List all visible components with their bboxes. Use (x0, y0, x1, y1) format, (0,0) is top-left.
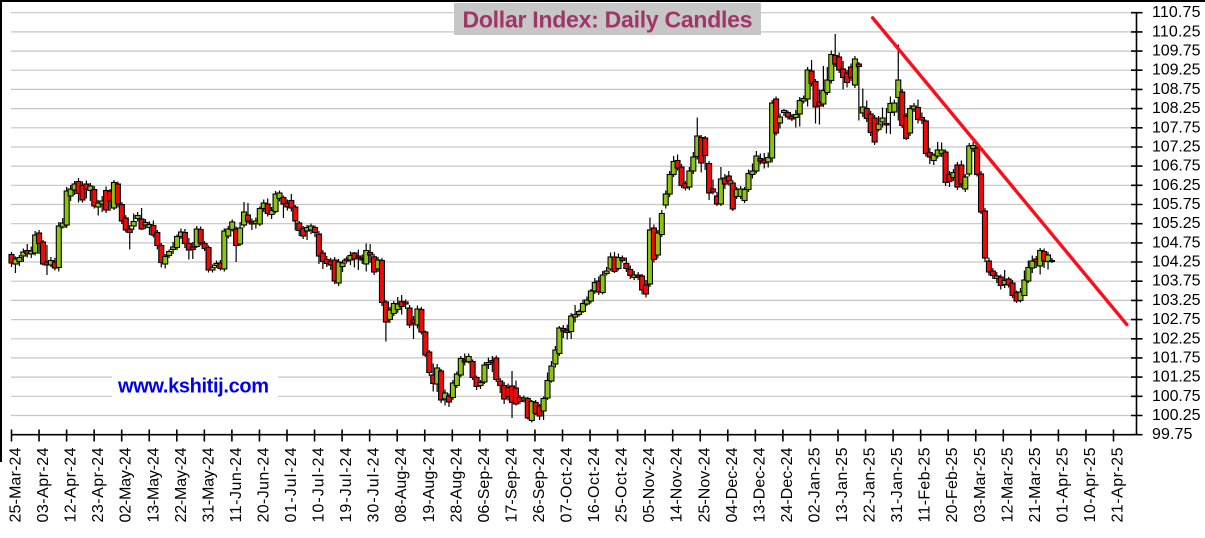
svg-text:109.25: 109.25 (1152, 62, 1201, 79)
svg-text:24-Dec-24: 24-Dec-24 (779, 447, 796, 522)
svg-text:103.25: 103.25 (1152, 292, 1201, 309)
svg-text:107.75: 107.75 (1152, 119, 1201, 136)
svg-text:www.kshitij.com: www.kshitij.com (117, 376, 269, 398)
svg-text:12-Mar-25: 12-Mar-25 (999, 447, 1016, 522)
svg-text:102.25: 102.25 (1152, 330, 1201, 347)
svg-text:05-Nov-24: 05-Nov-24 (641, 447, 658, 522)
svg-text:07-Oct-24: 07-Oct-24 (559, 447, 576, 522)
svg-text:22-Jan-25: 22-Jan-25 (862, 447, 879, 522)
svg-text:25-Nov-24: 25-Nov-24 (696, 447, 713, 522)
svg-text:26-Sep-24: 26-Sep-24 (531, 447, 548, 522)
svg-text:Dollar Index: Daily Candles: Dollar Index: Daily Candles (463, 7, 753, 33)
svg-text:110.75: 110.75 (1152, 4, 1201, 21)
svg-text:30-Jul-24: 30-Jul-24 (366, 447, 383, 522)
svg-text:06-Sep-24: 06-Sep-24 (476, 447, 493, 522)
svg-text:25-Mar-24: 25-Mar-24 (8, 447, 25, 522)
svg-text:28-Aug-24: 28-Aug-24 (448, 447, 465, 522)
svg-text:101.75: 101.75 (1152, 349, 1201, 366)
svg-text:100.25: 100.25 (1152, 407, 1201, 424)
svg-text:13-Jan-25: 13-Jan-25 (834, 447, 851, 522)
svg-text:11-Jun-24: 11-Jun-24 (228, 447, 245, 522)
svg-text:108.25: 108.25 (1152, 100, 1201, 117)
svg-text:16-Oct-24: 16-Oct-24 (586, 447, 603, 522)
svg-text:02-May-24: 02-May-24 (118, 447, 135, 522)
svg-text:19-Aug-24: 19-Aug-24 (421, 447, 438, 522)
svg-text:105.25: 105.25 (1152, 215, 1201, 232)
svg-text:101.25: 101.25 (1152, 369, 1201, 386)
svg-text:12-Apr-24: 12-Apr-24 (63, 447, 80, 522)
svg-text:23-Apr-24: 23-Apr-24 (90, 447, 107, 522)
svg-text:31-May-24: 31-May-24 (200, 447, 217, 522)
svg-text:20-Feb-25: 20-Feb-25 (944, 447, 961, 522)
svg-text:106.25: 106.25 (1152, 177, 1201, 194)
svg-text:106.75: 106.75 (1152, 158, 1201, 175)
svg-text:107.25: 107.25 (1152, 139, 1201, 156)
svg-text:04-Dec-24: 04-Dec-24 (724, 447, 741, 522)
svg-text:102.75: 102.75 (1152, 311, 1201, 328)
svg-text:10-Apr-25: 10-Apr-25 (1082, 447, 1099, 522)
svg-text:103.75: 103.75 (1152, 273, 1201, 290)
svg-text:104.25: 104.25 (1152, 254, 1201, 271)
svg-text:19-Jul-24: 19-Jul-24 (338, 447, 355, 522)
svg-text:108.75: 108.75 (1152, 81, 1201, 98)
svg-text:17-Sep-24: 17-Sep-24 (503, 447, 520, 522)
svg-text:22-May-24: 22-May-24 (173, 447, 190, 522)
svg-text:14-Nov-24: 14-Nov-24 (669, 447, 686, 522)
svg-text:100.75: 100.75 (1152, 388, 1201, 405)
svg-text:11-Feb-25: 11-Feb-25 (917, 447, 934, 522)
svg-text:13-May-24: 13-May-24 (145, 447, 162, 522)
svg-text:20-Jun-24: 20-Jun-24 (255, 447, 272, 522)
svg-text:08-Aug-24: 08-Aug-24 (393, 447, 410, 522)
svg-text:02-Jan-25: 02-Jan-25 (806, 447, 823, 522)
svg-text:21-Apr-25: 21-Apr-25 (1110, 447, 1127, 522)
svg-text:10-Jul-24: 10-Jul-24 (311, 447, 328, 522)
svg-text:110.25: 110.25 (1152, 23, 1201, 40)
svg-text:13-Dec-24: 13-Dec-24 (751, 447, 768, 522)
svg-text:21-Mar-25: 21-Mar-25 (1027, 447, 1044, 522)
svg-text:01-Jul-24: 01-Jul-24 (283, 447, 300, 522)
svg-text:03-Mar-25: 03-Mar-25 (972, 447, 989, 522)
svg-text:03-Apr-24: 03-Apr-24 (35, 447, 52, 522)
svg-text:104.75: 104.75 (1152, 234, 1201, 251)
svg-text:31-Jan-25: 31-Jan-25 (889, 447, 906, 522)
svg-text:109.75: 109.75 (1152, 43, 1201, 60)
svg-text:105.75: 105.75 (1152, 196, 1201, 213)
svg-text:01-Apr-25: 01-Apr-25 (1054, 447, 1071, 522)
svg-text:99.75: 99.75 (1152, 426, 1192, 443)
svg-text:25-Oct-24: 25-Oct-24 (614, 447, 631, 522)
